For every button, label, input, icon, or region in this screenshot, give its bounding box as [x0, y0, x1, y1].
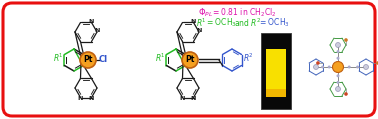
Text: N: N [191, 19, 196, 24]
Circle shape [182, 52, 198, 68]
Text: Cl: Cl [98, 55, 108, 64]
Circle shape [336, 42, 341, 47]
Text: Pt: Pt [185, 55, 195, 64]
Circle shape [348, 65, 351, 69]
Text: Pt: Pt [83, 55, 93, 64]
Text: N: N [78, 96, 83, 101]
Circle shape [376, 61, 378, 65]
Circle shape [336, 74, 339, 77]
Text: N: N [89, 19, 94, 24]
Circle shape [336, 81, 339, 84]
Circle shape [80, 52, 96, 68]
Text: N: N [94, 28, 100, 34]
Text: $R^1$: $R^1$ [155, 52, 166, 64]
Text: and $R^2$: and $R^2$ [234, 17, 262, 29]
Circle shape [328, 65, 331, 69]
Circle shape [336, 57, 339, 60]
Text: = OCH$_3$: = OCH$_3$ [259, 17, 290, 29]
Circle shape [356, 65, 359, 69]
Text: N: N [191, 96, 196, 101]
Bar [261, 33, 291, 109]
Text: $R^2$: $R^2$ [243, 52, 254, 64]
Text: $Φ_{PL}$: $Φ_{PL}$ [198, 7, 213, 19]
Circle shape [364, 64, 369, 69]
Circle shape [336, 50, 339, 53]
Text: N: N [196, 28, 202, 34]
Bar [266, 89, 286, 97]
Bar [266, 49, 286, 97]
FancyBboxPatch shape [3, 3, 375, 116]
Text: N: N [180, 96, 185, 101]
Text: $R^1$: $R^1$ [196, 17, 207, 29]
Circle shape [336, 87, 341, 92]
Circle shape [344, 38, 348, 42]
Circle shape [344, 92, 348, 96]
Text: = 0.81 in CH$_2$Cl$_2$: = 0.81 in CH$_2$Cl$_2$ [212, 7, 277, 19]
Circle shape [321, 65, 324, 69]
Text: = OCH$_3$: = OCH$_3$ [206, 17, 237, 29]
Circle shape [313, 64, 319, 69]
Text: N: N [89, 96, 94, 101]
Text: $R^1$: $R^1$ [53, 52, 64, 64]
Circle shape [316, 61, 320, 65]
Circle shape [333, 62, 344, 72]
